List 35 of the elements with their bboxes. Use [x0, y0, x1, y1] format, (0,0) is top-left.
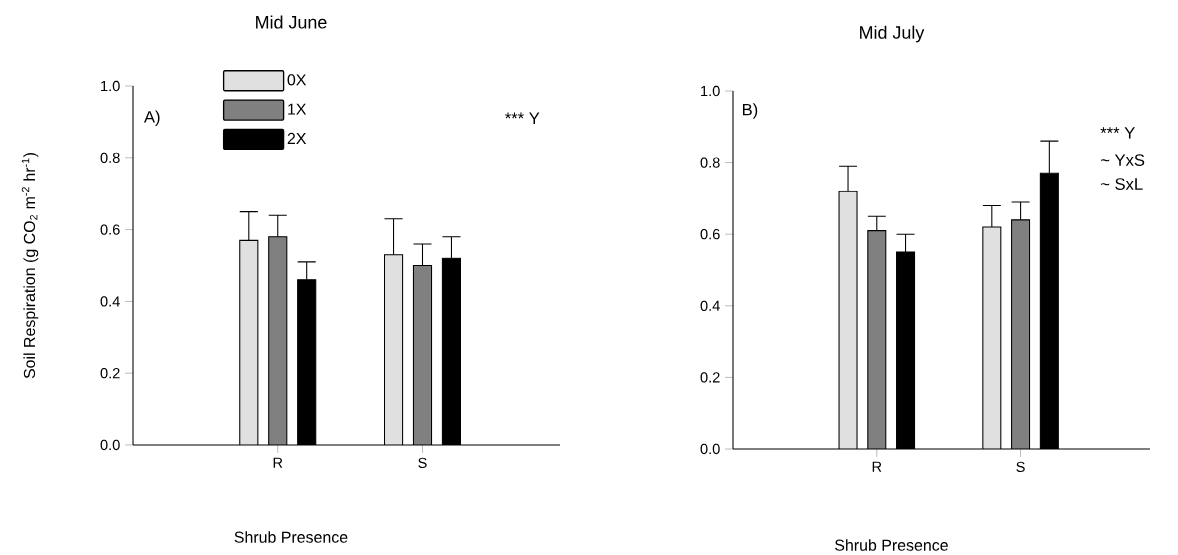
bar	[268, 236, 287, 445]
annotation: *** Y	[505, 112, 540, 124]
x-tick-label: R	[273, 457, 283, 468]
legend-label: 1X	[288, 103, 307, 115]
x-tick-label: S	[418, 457, 427, 468]
y-tick-label: 1.0	[101, 80, 120, 92]
x-axis-title: Shrub Presence	[835, 539, 948, 551]
annotation: A)	[143, 110, 160, 126]
bar	[982, 226, 1002, 449]
annotation: ~ SxL	[1100, 178, 1143, 190]
legend-label: 2X	[287, 132, 307, 144]
y-axis-title: Soil Respiration (g CO$_{2}$ m$^{-2}$ hr$^{-1}$)	[21, 152, 39, 379]
annotation: ~ YxS	[1100, 154, 1145, 166]
x-axis-title: Shrub Presence	[234, 531, 348, 543]
y-tick-label: 0.8	[700, 157, 720, 168]
bar	[383, 254, 404, 445]
y-tick-label: 1.0	[701, 85, 720, 97]
y-tick-label: 0.4	[700, 300, 720, 311]
annotation: B)	[742, 103, 758, 119]
y-tick-label: 0.6	[100, 224, 120, 235]
x-tick-label: R	[872, 461, 882, 472]
y-tick-label: 0.0	[700, 443, 720, 455]
chart-title: Mid June	[256, 15, 327, 29]
bar	[239, 240, 258, 445]
y-tick-label: 0.4	[100, 296, 120, 307]
y-tick-label: 0.6	[700, 228, 720, 240]
y-tick-label: 0.0	[100, 439, 120, 451]
chart-title: Mid July	[860, 25, 925, 43]
legend-label: 0X	[287, 74, 307, 86]
y-tick-label: 0.2	[700, 372, 720, 383]
y-tick-label: 0.8	[100, 152, 120, 163]
x-tick-label: S	[1016, 461, 1025, 472]
annotation: *** Y	[1100, 127, 1135, 139]
y-tick-label: 0.2	[100, 367, 120, 379]
bar	[412, 264, 433, 445]
